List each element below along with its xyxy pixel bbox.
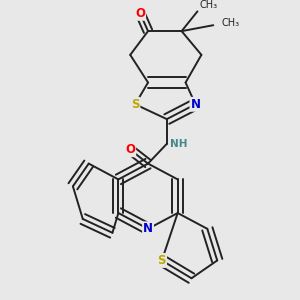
Text: S: S <box>131 98 140 111</box>
Text: CH₃: CH₃ <box>221 18 239 28</box>
Text: N: N <box>190 98 200 111</box>
Text: NH: NH <box>170 139 188 149</box>
Text: S: S <box>158 254 166 267</box>
Text: N: N <box>143 222 153 235</box>
Text: O: O <box>125 143 135 156</box>
Text: O: O <box>135 7 145 20</box>
Text: CH₃: CH₃ <box>200 0 217 11</box>
